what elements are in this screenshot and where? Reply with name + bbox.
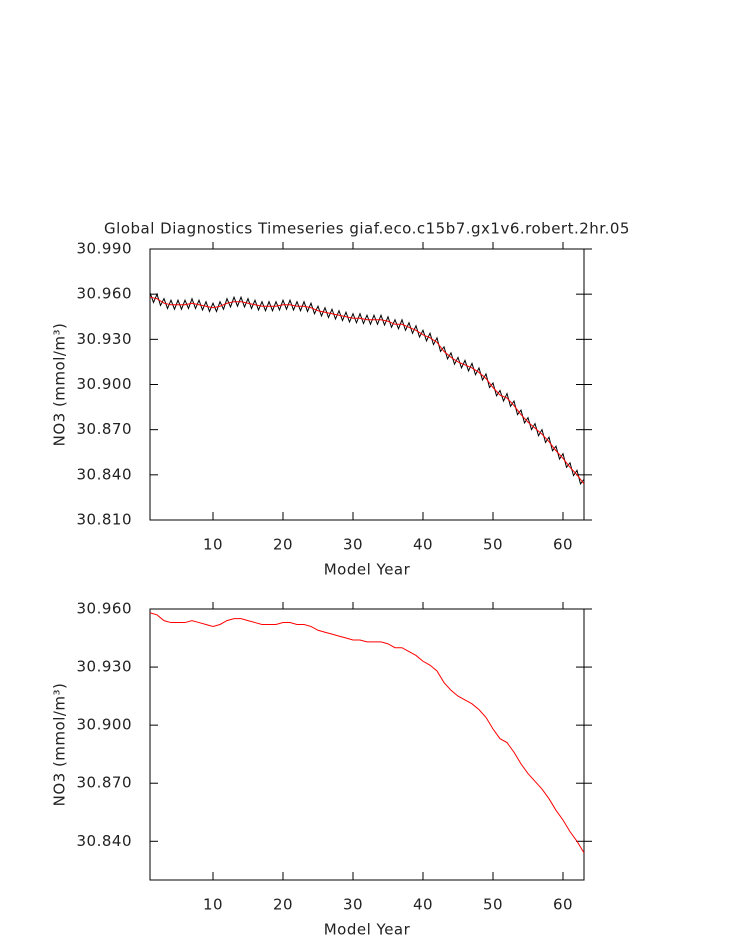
y-tick-label: 30.900 — [77, 375, 133, 393]
plot-frame — [149, 248, 585, 521]
line-series — [149, 612, 585, 854]
y-axis-label: NO3 (mmol/m³) — [51, 683, 69, 807]
y-tick-label: 30.960 — [77, 600, 133, 618]
x-tick-label: 20 — [273, 896, 293, 914]
x-tick-label: 10 — [203, 536, 223, 554]
x-tick-label: 10 — [203, 896, 223, 914]
x-axis-label: Model Year — [324, 561, 411, 579]
y-axis-label: NO3 (mmol/m³) — [51, 323, 69, 447]
x-axis-label: Model Year — [324, 921, 411, 939]
x-tick-label: 20 — [273, 536, 293, 554]
x-tick-label: 40 — [413, 536, 433, 554]
y-tick-label: 30.840 — [77, 832, 133, 850]
y-tick-label: 30.900 — [77, 716, 133, 734]
y-tick-label: 30.810 — [77, 511, 133, 529]
y-tick-label: 30.960 — [77, 285, 133, 303]
x-tick-label: 40 — [413, 896, 433, 914]
x-tick-label: 30 — [343, 536, 363, 554]
line-series — [149, 292, 585, 485]
y-tick-label: 30.840 — [77, 465, 133, 483]
y-tick-label: 30.930 — [77, 330, 133, 348]
plot-frame — [149, 608, 585, 881]
y-tick-label: 30.870 — [77, 774, 133, 792]
x-tick-label: 60 — [553, 896, 573, 914]
y-tick-label: 30.990 — [77, 240, 133, 258]
x-tick-label: 60 — [553, 536, 573, 554]
y-tick-label: 30.930 — [77, 658, 133, 676]
chart-title: Global Diagnostics Timeseries giaf.eco.c… — [104, 220, 630, 238]
y-tick-label: 30.870 — [77, 420, 133, 438]
x-tick-label: 50 — [483, 536, 503, 554]
x-tick-label: 30 — [343, 896, 363, 914]
line-series — [149, 296, 585, 485]
x-tick-label: 50 — [483, 896, 503, 914]
